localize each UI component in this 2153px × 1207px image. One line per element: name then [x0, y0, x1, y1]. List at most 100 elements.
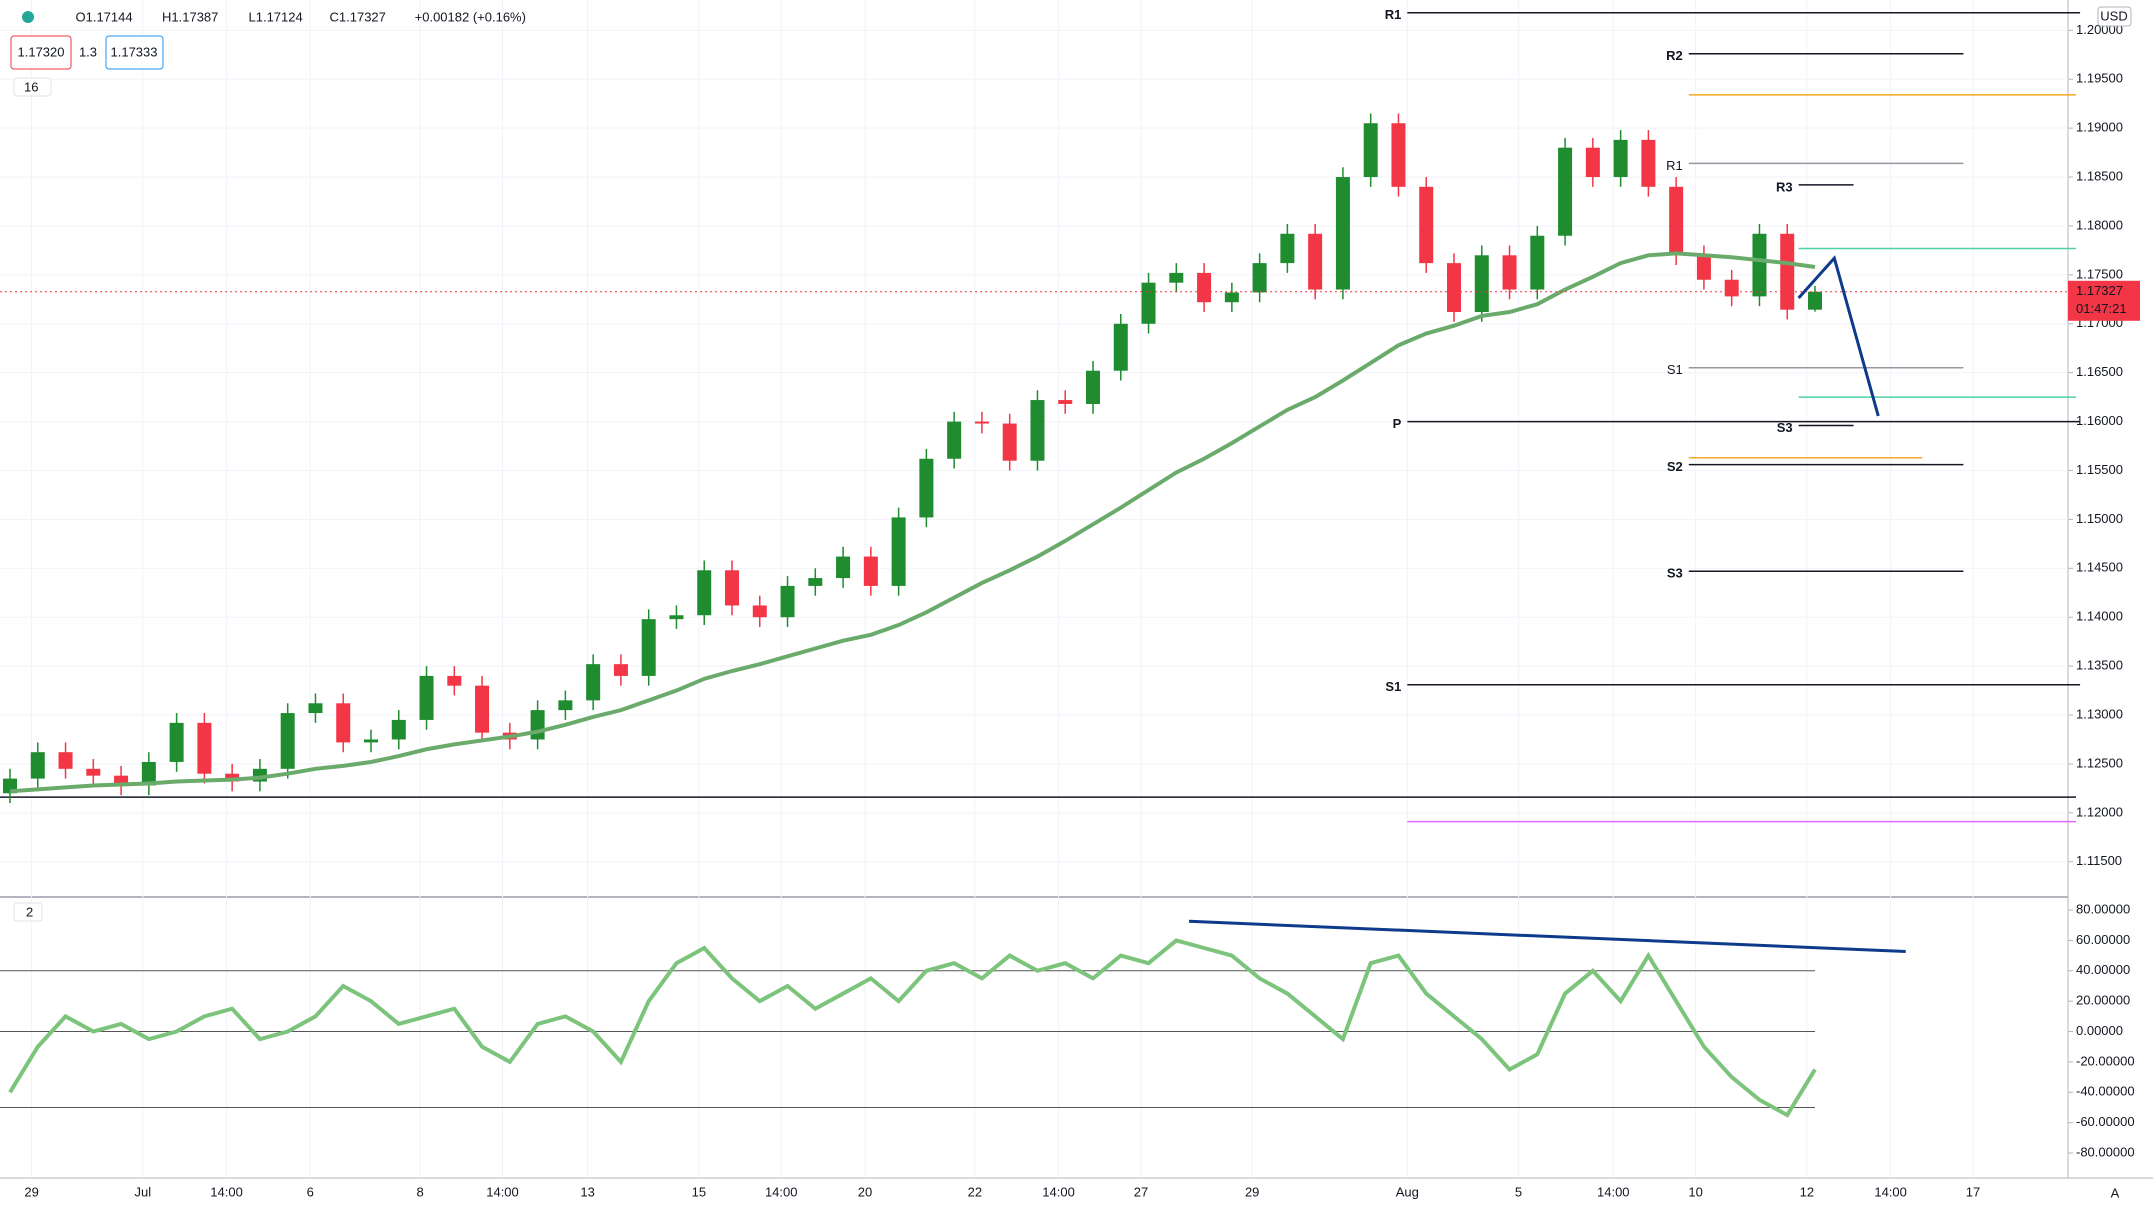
last-price-label: 1.17327	[2076, 283, 2123, 298]
candle-body	[1141, 282, 1156, 324]
ask-price[interactable]: 1.17333	[111, 44, 158, 59]
y-tick-label: 1.19500	[2076, 71, 2123, 86]
candle-body	[169, 722, 184, 762]
candle-body	[836, 556, 851, 579]
pivot-label: S2	[1667, 459, 1683, 474]
candle-body	[530, 710, 545, 740]
x-tick-label: 8	[417, 1184, 424, 1199]
candle-body	[1002, 423, 1017, 461]
candle-body	[1502, 255, 1517, 290]
y-tick-label: -40.00000	[2076, 1084, 2135, 1099]
y-tick-label: 60.00000	[2076, 932, 2130, 947]
x-tick-label: 29	[24, 1184, 38, 1199]
candle-body	[364, 739, 378, 743]
x-tick-label: 10	[1688, 1184, 1702, 1199]
currency[interactable]: USD	[2100, 8, 2127, 23]
x-tick-label: 14:00	[210, 1184, 243, 1199]
pane-toggle[interactable]	[13, 902, 43, 922]
candle-body	[419, 675, 434, 720]
y-tick-label: -60.00000	[2076, 1114, 2135, 1129]
candle-body	[863, 556, 878, 586]
x-tick-label: 27	[1134, 1184, 1148, 1199]
y-tick-label: 1.15000	[2076, 511, 2123, 526]
symbol-icon	[22, 11, 34, 23]
candle-body	[1447, 263, 1461, 313]
candle-body	[1419, 186, 1434, 264]
x-tick-label: 14:00	[765, 1184, 798, 1199]
candle-body	[1474, 255, 1489, 313]
pivot-label: S3	[1667, 566, 1683, 581]
bid-box[interactable]	[10, 35, 72, 70]
candle-body	[974, 421, 989, 424]
y-tick-label: 0.00000	[2076, 1023, 2123, 1038]
y-tick-label: 1.13500	[2076, 658, 2123, 673]
candle-body	[1113, 323, 1128, 371]
candle-body	[613, 664, 628, 676]
candle-body	[1808, 291, 1822, 310]
moving-average	[9, 251, 1816, 794]
x-tick-label: 22	[968, 1184, 982, 1199]
candle-body	[1363, 123, 1378, 178]
y-tick-label: -80.00000	[2076, 1144, 2135, 1159]
auto-scale[interactable]: A	[2111, 1185, 2120, 1200]
y-tick-label: 20.00000	[2076, 993, 2130, 1008]
candle-body	[641, 619, 656, 676]
candle-body	[1669, 186, 1684, 256]
y-tick-label: 1.16000	[2076, 413, 2123, 428]
x-tick-label: Jul	[134, 1184, 151, 1199]
currency-box[interactable]	[2097, 6, 2132, 27]
bid-price[interactable]: 1.17320	[18, 44, 65, 59]
candle-body	[30, 752, 45, 779]
candle-body	[1086, 370, 1100, 404]
x-tick-label: 14:00	[1874, 1184, 1907, 1199]
candle-body	[1585, 147, 1600, 178]
spread: 1.3	[79, 44, 97, 59]
x-tick-label: Aug	[1396, 1184, 1419, 1199]
candle-body	[919, 458, 934, 518]
ask-box[interactable]	[105, 35, 164, 70]
trend-drawing	[1797, 255, 1880, 417]
pane-toggle-label[interactable]: 16	[24, 79, 38, 94]
y-tick-label: 1.12000	[2076, 804, 2123, 819]
y-tick-label: 40.00000	[2076, 962, 2130, 977]
y-tick-label: 1.12500	[2076, 755, 2123, 770]
candle-body	[669, 615, 684, 620]
y-tick-label: 1.14500	[2076, 560, 2123, 575]
candle-body	[752, 605, 767, 618]
candle-body	[1280, 233, 1295, 264]
y-tick-label: 1.14000	[2076, 609, 2123, 624]
candle-body	[558, 700, 573, 711]
pivot-label: R3	[1776, 179, 1793, 194]
candle-body	[1641, 139, 1656, 187]
x-tick-label: 14:00	[1042, 1184, 1075, 1199]
candle-body	[86, 768, 101, 776]
ohlc-legend: C1.17327	[330, 9, 386, 24]
candle-body	[808, 578, 823, 586]
pivot-label: R1	[1385, 7, 1402, 22]
y-tick-label: 1.18500	[2076, 168, 2123, 183]
ohlc-legend: H1.17387	[162, 9, 218, 24]
x-tick-label: 12	[1800, 1184, 1814, 1199]
pane-toggle[interactable]	[13, 77, 52, 97]
x-tick-label: 5	[1515, 1184, 1522, 1199]
candle-body	[1530, 235, 1545, 290]
candle-body	[1558, 147, 1573, 236]
x-tick-label: 14:00	[1597, 1184, 1630, 1199]
candle-body	[891, 517, 906, 586]
countdown: 01:47:21	[2076, 301, 2127, 316]
pivot-label: R1	[1666, 158, 1683, 173]
candle-body	[1780, 233, 1795, 310]
y-tick-label: 1.11500	[2076, 853, 2122, 868]
ohlc-legend: L1.17124	[249, 9, 303, 24]
pane-toggle-label[interactable]: 2	[26, 904, 33, 919]
candle-body	[475, 685, 490, 733]
y-tick-label: 1.19000	[2076, 120, 2123, 135]
y-tick-label: 1.16500	[2076, 364, 2123, 379]
y-tick-label: 1.17500	[2076, 266, 2123, 281]
candle-body	[1030, 400, 1045, 461]
y-tick-label: 1.13000	[2076, 706, 2123, 721]
candle-body	[141, 761, 156, 786]
x-tick-label: 15	[692, 1184, 706, 1199]
